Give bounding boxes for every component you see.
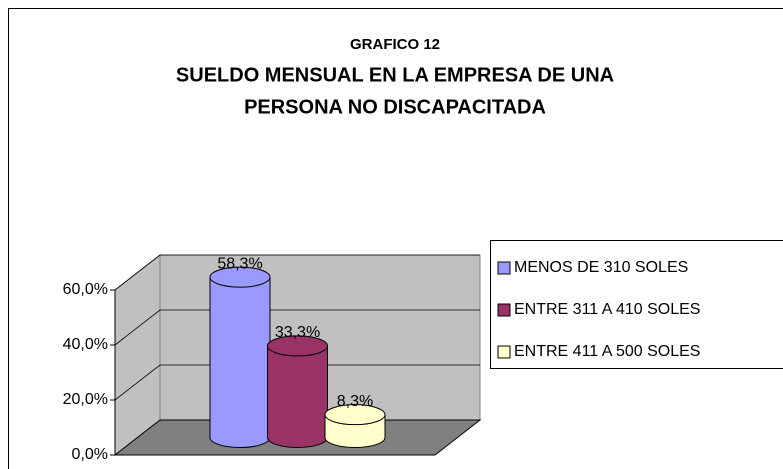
chart-subtitle: PERSONA NO DISCAPACITADA — [244, 96, 546, 118]
legend-label: ENTRE 311 A 410 SOLES — [514, 301, 700, 318]
chart-title: GRAFICO 12 — [350, 36, 440, 53]
legend-label: ENTRE 411 A 500 SOLES — [514, 343, 700, 360]
y-tick-label: 0,0% — [72, 446, 108, 463]
cylinder-top — [209, 266, 271, 288]
data-label: 8,3% — [337, 393, 373, 410]
y-tick-label: 40,0% — [63, 336, 108, 353]
legend-label: MENOS DE 310 SOLES — [514, 259, 688, 276]
y-tick-label: 60,0% — [63, 281, 108, 298]
y-tick-label: 20,0% — [63, 391, 108, 408]
data-label: 33,3% — [275, 324, 320, 341]
cylinder-top — [324, 404, 386, 426]
data-label: 58,3% — [217, 255, 262, 272]
grid-line — [114, 254, 480, 291]
grid-line — [114, 309, 480, 346]
legend-swatch — [497, 345, 511, 359]
cylinder-body — [209, 276, 271, 448]
legend-swatch — [497, 303, 511, 317]
cylinder-top — [267, 335, 328, 357]
legend-box — [490, 240, 783, 369]
cylinder-body — [267, 345, 328, 448]
grid-line — [114, 364, 480, 401]
chart-subtitle: SUELDO MENSUAL EN LA EMPRESA DE UNA — [176, 64, 614, 86]
legend-swatch — [497, 261, 511, 275]
